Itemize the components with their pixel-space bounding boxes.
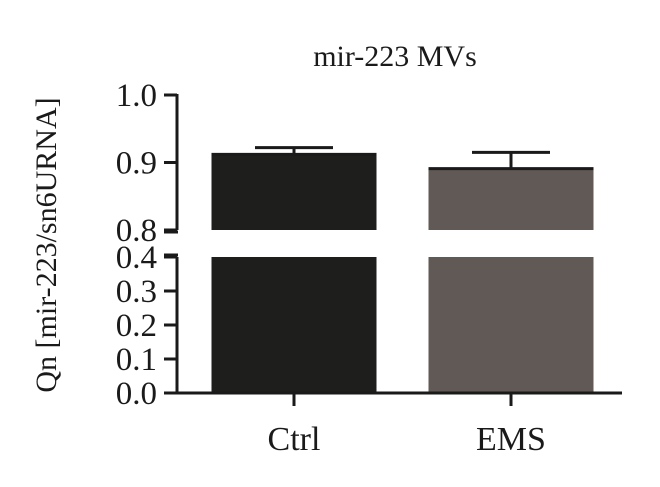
y-tick-label-0.3: 0.3 bbox=[116, 274, 157, 310]
y-tick-label-0.8: 0.8 bbox=[116, 213, 157, 249]
y-axis-title: Qn [mir-223/sn6URNA] bbox=[30, 97, 63, 392]
axes-group bbox=[164, 93, 622, 406]
y-tick-label-0.9: 0.9 bbox=[116, 146, 157, 182]
labels-group: Ctrl EMS 0.8 0.9 1.0 0.00.10.20.30.4 bbox=[116, 78, 546, 458]
bars-group bbox=[211, 146, 594, 393]
bar-ems-lower bbox=[428, 257, 594, 393]
y-tick-label-0.2: 0.2 bbox=[116, 308, 157, 344]
bar-ctrl-lower bbox=[211, 257, 377, 393]
y-tick-label-0.4: 0.4 bbox=[116, 240, 157, 276]
x-tick-label-ctrl: Ctrl bbox=[268, 421, 321, 458]
bar-ems-upper bbox=[428, 168, 594, 230]
y-tick-label-0.0: 0.0 bbox=[116, 376, 157, 412]
y-tick-label-0.1: 0.1 bbox=[116, 342, 157, 378]
chart-title: mir-223 MVs bbox=[313, 40, 477, 73]
y-tick-label-1.0: 1.0 bbox=[116, 78, 157, 114]
x-tick-label-ems: EMS bbox=[476, 421, 546, 458]
bar-ctrl-upper bbox=[211, 154, 377, 230]
